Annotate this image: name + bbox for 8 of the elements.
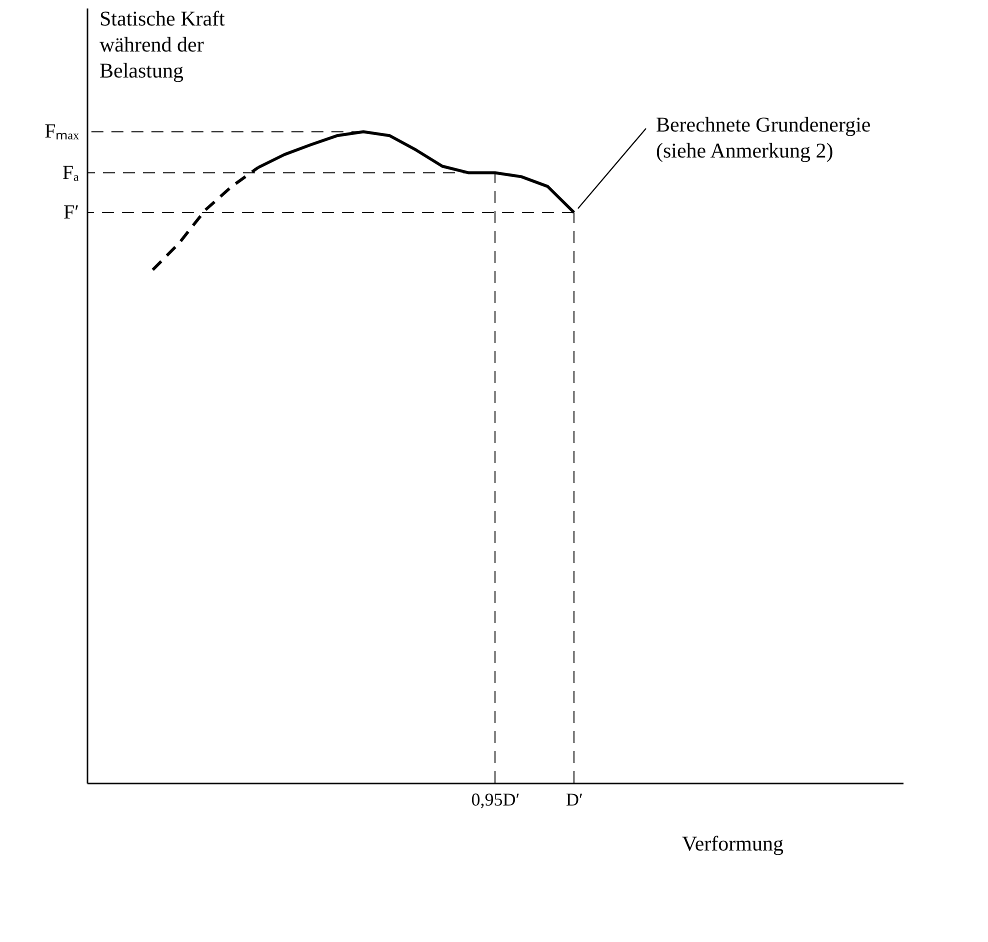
ref-line-label: Fₐ xyxy=(62,162,80,184)
annotation: Berechnete Grundenergie (siehe Anmerkung 2) xyxy=(656,112,871,162)
x-tick-label: 0,95D′ xyxy=(471,790,520,810)
ref-line-label: F′ xyxy=(64,201,79,224)
x-axis-title: Verformung xyxy=(682,832,784,856)
ref-line-label: Fₘₐₓ xyxy=(44,120,80,143)
y-axis-title: Statische Kraft während der Belastung xyxy=(100,6,226,82)
x-tick-label: D′ xyxy=(566,790,583,810)
